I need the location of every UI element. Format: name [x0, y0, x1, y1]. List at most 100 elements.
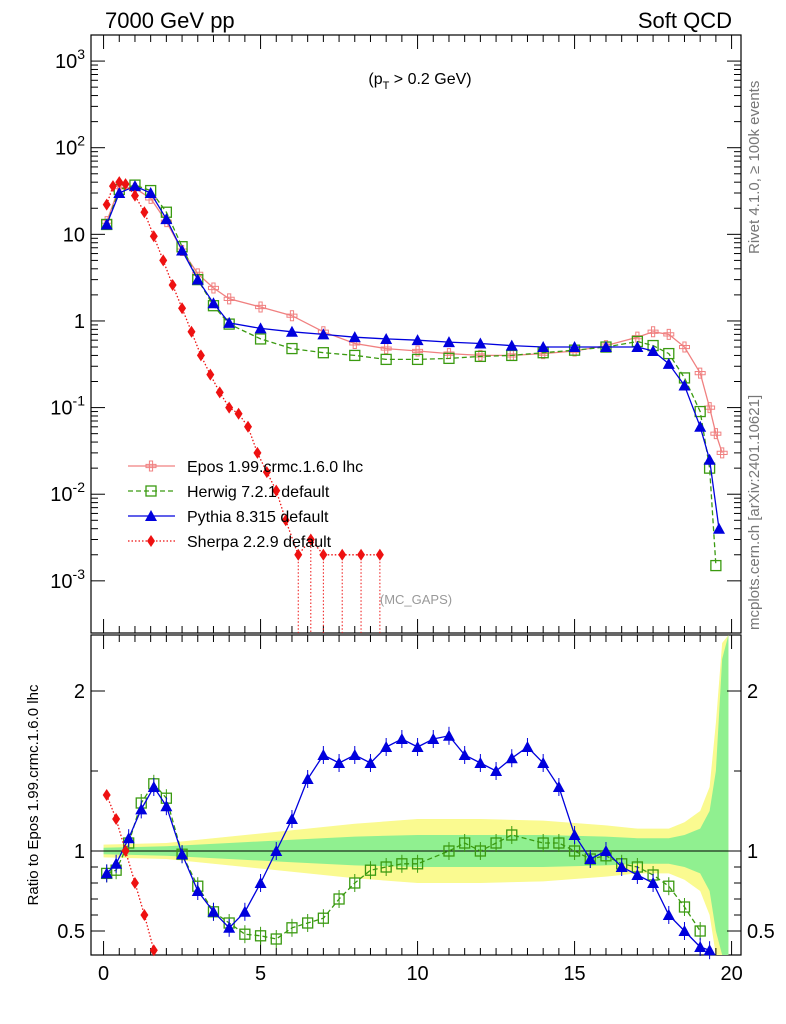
data-point	[223, 293, 235, 305]
ratio-point	[239, 928, 251, 940]
ratio-point	[317, 912, 330, 924]
ratio-point	[286, 922, 298, 934]
x-tick-label: 15	[563, 963, 585, 985]
data-point	[159, 254, 168, 267]
ratio-point	[506, 829, 518, 841]
ratio-point	[552, 781, 565, 792]
ratio-point	[599, 845, 612, 856]
data-point	[191, 273, 204, 285]
data-point	[223, 316, 236, 328]
ratio-point	[317, 749, 330, 760]
series-line-herwig-7-2-1-default	[106, 184, 717, 566]
data-point	[349, 349, 361, 362]
data-point	[568, 341, 581, 353]
data-point	[505, 339, 518, 351]
data-point	[317, 328, 330, 340]
data-point	[694, 405, 706, 418]
data-point	[254, 322, 267, 334]
data-point	[262, 466, 271, 479]
data-point	[149, 230, 158, 243]
data-point	[244, 420, 253, 433]
ratio-point	[537, 837, 549, 849]
ratio-point	[176, 848, 189, 860]
data-point	[294, 548, 303, 561]
data-point	[130, 189, 139, 202]
x-tick-label: 10	[406, 963, 428, 985]
ratio-y-tick-label: 0.5	[57, 921, 85, 943]
reference-band-outer	[103, 635, 729, 955]
ratio-point	[333, 757, 346, 768]
ratio-line-sherpa-2-2-9-default	[106, 794, 155, 951]
ratio-point	[380, 861, 392, 873]
ratio-y-tick-label: 2	[74, 681, 85, 703]
ratio-point	[254, 930, 267, 942]
y-tick-label: 1	[74, 311, 85, 333]
data-point	[713, 522, 726, 534]
ratio-y-tick-label-right: 1	[747, 841, 758, 863]
ratio-point	[285, 813, 298, 824]
data-point	[176, 244, 189, 256]
data-point	[537, 341, 550, 353]
ratio-point	[678, 925, 691, 936]
ratio-point	[459, 837, 471, 849]
data-point	[215, 386, 224, 399]
ratio-point	[443, 845, 455, 857]
data-point	[234, 407, 243, 420]
data-point	[140, 206, 149, 219]
x-tick-label: 5	[255, 963, 266, 985]
ratio-point	[333, 893, 345, 905]
ratio-point	[140, 909, 149, 921]
ratio-point	[395, 733, 408, 744]
upper-panel: 10-3 10-2 10-1 1 10 102 103 (pT > 0.2 GeV) (MC_G…	[50, 34, 742, 634]
data-point	[647, 345, 660, 357]
ratio-point	[537, 757, 550, 768]
data-point	[100, 218, 113, 230]
y-tick-label: 10	[63, 224, 85, 246]
ratio-point	[110, 857, 123, 869]
data-point	[255, 301, 267, 313]
data-point	[178, 302, 187, 315]
legend-label-pythia-8-315-default: Pythia 8.315 default	[187, 509, 329, 526]
data-point	[319, 548, 328, 561]
ratio-point	[703, 944, 716, 956]
data-point	[207, 282, 219, 294]
reference-band-inner	[103, 635, 729, 955]
data-point	[285, 325, 298, 337]
data-point	[286, 310, 298, 322]
header-left: 7000 GeV pp	[105, 8, 235, 33]
data-point	[442, 336, 455, 348]
data-point	[254, 333, 267, 345]
ratio-point	[364, 757, 377, 768]
data-point	[108, 180, 117, 193]
series-epos-1-99-crmc-1-6-0-lhc	[101, 181, 728, 459]
ratio-frame	[90, 634, 742, 956]
data-point	[196, 349, 205, 362]
ratio-point	[427, 733, 440, 744]
ratio-point	[238, 905, 251, 917]
legend-label-herwig-7-2-1-default: Herwig 7.2.1 default	[187, 484, 330, 501]
data-point	[272, 484, 281, 497]
data-point	[168, 279, 177, 292]
data-point	[206, 368, 215, 381]
data-point	[710, 428, 722, 440]
data-point	[286, 342, 298, 355]
ratio-series-pythia-8-315-default	[100, 726, 716, 960]
data-point	[380, 353, 392, 366]
data-point	[443, 352, 455, 365]
data-point	[678, 379, 691, 391]
data-point	[380, 332, 393, 344]
ratio-point	[349, 877, 361, 889]
ratio-point	[568, 829, 581, 840]
ratio-point	[122, 832, 135, 844]
ratio-point	[505, 752, 518, 764]
ratio-point	[663, 880, 675, 892]
ratio-point	[474, 845, 487, 857]
series-sherpa-2-2-9-default	[102, 176, 384, 633]
series-pythia-8-315-default	[100, 180, 726, 534]
ratio-point	[364, 864, 377, 876]
header-right: Soft QCD	[637, 8, 732, 33]
data-point	[113, 187, 126, 199]
ratio-point	[270, 845, 283, 856]
